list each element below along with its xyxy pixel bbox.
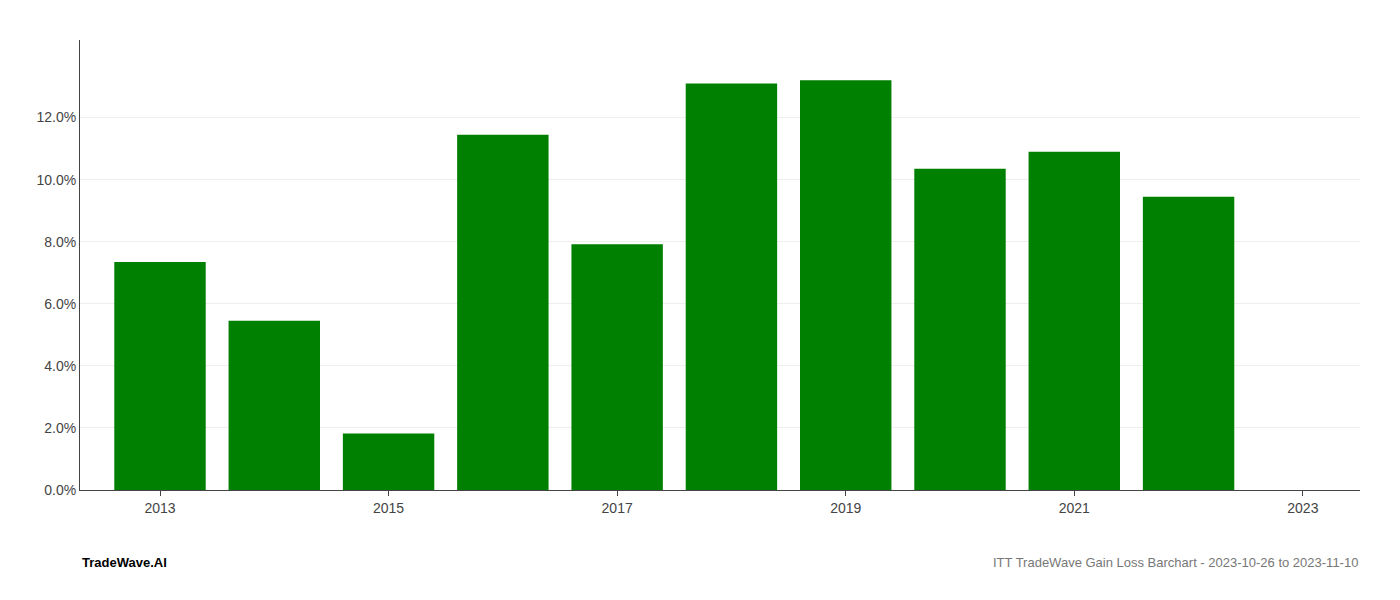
- svg-text:2021: 2021: [1059, 500, 1090, 516]
- svg-text:8.0%: 8.0%: [44, 234, 76, 250]
- svg-text:2015: 2015: [373, 500, 404, 516]
- svg-text:10.0%: 10.0%: [36, 172, 76, 188]
- svg-text:2017: 2017: [602, 500, 633, 516]
- svg-text:2013: 2013: [144, 500, 175, 516]
- svg-text:2023: 2023: [1287, 500, 1318, 516]
- svg-text:0.0%: 0.0%: [44, 482, 76, 498]
- svg-text:TradeWave.AI: TradeWave.AI: [82, 555, 167, 570]
- svg-text:2.0%: 2.0%: [44, 420, 76, 436]
- svg-text:2019: 2019: [830, 500, 861, 516]
- svg-text:12.0%: 12.0%: [36, 109, 76, 125]
- svg-text:ITT TradeWave Gain Loss Barcha: ITT TradeWave Gain Loss Barchart - 2023-…: [993, 555, 1358, 570]
- svg-text:4.0%: 4.0%: [44, 358, 76, 374]
- svg-text:6.0%: 6.0%: [44, 296, 76, 312]
